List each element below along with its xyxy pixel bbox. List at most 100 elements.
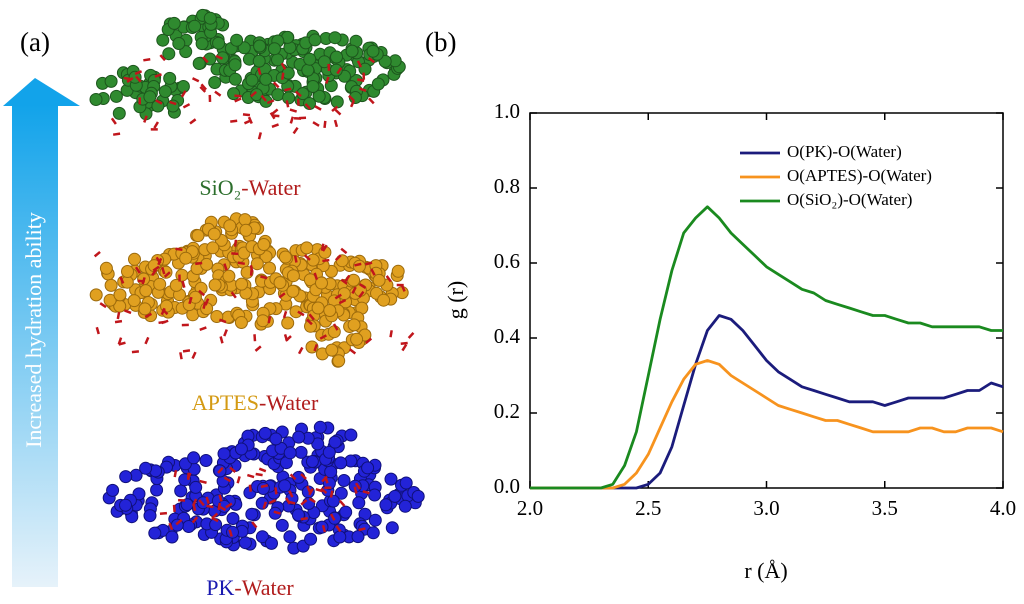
water (225, 502, 233, 509)
water (269, 112, 276, 120)
atom (379, 498, 393, 512)
water (163, 271, 171, 278)
water (320, 487, 328, 495)
atom (372, 273, 386, 287)
atom (217, 447, 231, 461)
water (340, 247, 348, 255)
atom (121, 265, 134, 278)
water (169, 100, 177, 106)
water (357, 78, 365, 83)
x-tick-label: 2.0 (517, 496, 543, 520)
water (407, 331, 415, 339)
water (362, 490, 370, 495)
atom (234, 442, 248, 456)
water (354, 262, 362, 267)
water (300, 473, 307, 480)
atom (303, 52, 317, 66)
atom (275, 518, 289, 532)
water (367, 56, 375, 64)
water (141, 277, 146, 285)
atom (351, 530, 365, 544)
water (358, 290, 365, 298)
atom (227, 87, 241, 101)
water (191, 516, 199, 524)
water (230, 119, 238, 123)
water (181, 280, 186, 288)
atom (366, 44, 380, 58)
atom (189, 480, 203, 494)
atom (278, 479, 292, 493)
water (131, 350, 140, 354)
water (308, 313, 315, 321)
panel-a: (a) Increased hydration ability SiO₂-Wat… (3, 8, 425, 600)
atom (245, 73, 259, 87)
water (95, 326, 100, 335)
atom (228, 72, 242, 86)
water (251, 521, 258, 529)
atom (238, 536, 252, 550)
water (218, 494, 223, 502)
water (192, 503, 197, 512)
atom (286, 284, 300, 298)
atom (99, 261, 113, 275)
water (268, 499, 277, 505)
atom (281, 316, 295, 330)
water (289, 116, 295, 124)
water (368, 97, 375, 105)
atom (337, 474, 351, 487)
atom (252, 54, 266, 68)
atom (325, 343, 339, 357)
atom (268, 42, 281, 56)
water (322, 258, 330, 263)
atom (384, 472, 398, 486)
atom (313, 420, 327, 434)
water (329, 490, 334, 498)
water (272, 81, 280, 89)
water (218, 505, 227, 512)
atom (371, 77, 385, 91)
water (250, 90, 258, 98)
atom (334, 456, 348, 470)
atom (269, 432, 283, 446)
atom (165, 530, 179, 544)
atom (237, 41, 251, 55)
water (198, 499, 205, 507)
water (285, 497, 291, 505)
water (331, 105, 339, 112)
water (155, 99, 163, 105)
water (172, 504, 176, 512)
water (356, 60, 363, 68)
atom (398, 499, 412, 513)
water (223, 263, 228, 271)
water (297, 346, 304, 355)
water (306, 318, 313, 326)
atom (305, 455, 319, 468)
water (266, 99, 275, 105)
atom (212, 36, 226, 50)
atom (103, 293, 117, 307)
atom (378, 54, 392, 68)
plot-frame (529, 112, 1004, 489)
atom (188, 290, 202, 304)
atom (106, 483, 120, 497)
water (288, 490, 294, 498)
water (351, 286, 357, 294)
water (303, 254, 311, 261)
water (218, 318, 227, 324)
atom (245, 507, 259, 521)
water (289, 108, 298, 113)
atom (315, 520, 329, 534)
water (257, 67, 262, 76)
water (228, 529, 233, 537)
atom (366, 526, 380, 540)
water (206, 504, 214, 509)
atom (344, 428, 358, 442)
water (99, 302, 107, 309)
atom (330, 95, 344, 109)
water (364, 261, 373, 266)
water (389, 330, 393, 338)
atom (109, 89, 123, 103)
water (312, 121, 320, 127)
atom (306, 253, 320, 267)
panel-label: (a) (20, 27, 50, 57)
